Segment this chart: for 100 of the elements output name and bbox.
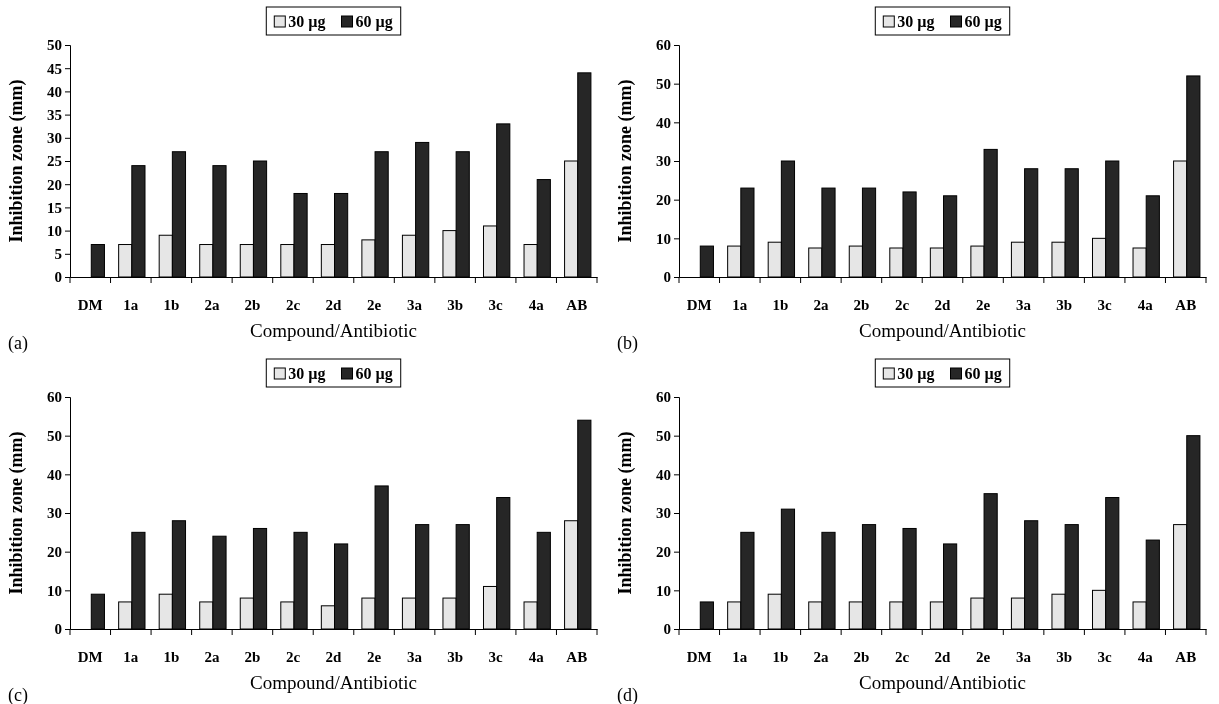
y-tick-label: 30 [47, 130, 62, 147]
x-tick-label: 2c [285, 296, 301, 313]
x-tick-label: 1b [772, 296, 789, 313]
y-axis-title: Inhibition zone (mm) [6, 431, 27, 595]
y-tick-label: 0 [54, 621, 62, 638]
x-tick-label: 3a [1016, 296, 1032, 313]
x-tick-label: 3b [1056, 648, 1073, 665]
y-tick-label: 0 [663, 269, 671, 286]
legend-label: 30 µg [897, 13, 935, 31]
x-tick-label: 2a [204, 648, 220, 665]
y-tick-label: 20 [47, 543, 62, 560]
x-tick-label: AB [566, 296, 588, 313]
legend-label: 30 µg [897, 365, 935, 383]
x-tick-label: 3a [407, 296, 423, 313]
x-tick-label: 2d [934, 648, 952, 665]
x-tick-label: AB [1175, 296, 1197, 313]
y-tick-label: 40 [656, 466, 671, 483]
y-tick-label: 50 [656, 75, 671, 92]
x-tick-label: 4a [1137, 296, 1154, 313]
y-tick-label: 60 [47, 389, 62, 406]
x-tick-label: 3a [407, 648, 423, 665]
x-tick-label: 3b [1056, 296, 1073, 313]
y-tick-label: 40 [47, 83, 62, 100]
text: (d) [617, 685, 638, 704]
x-tick-label: 2c [894, 296, 910, 313]
x-tick-label: 2c [285, 648, 301, 665]
y-tick-label: 35 [47, 106, 62, 123]
legend-label: 60 µg [964, 365, 1002, 383]
x-tick-label: 3c [1097, 296, 1113, 313]
y-tick-label: 10 [656, 582, 671, 599]
x-tick-label: 2d [325, 648, 343, 665]
y-tick-label: 10 [47, 222, 62, 239]
legend-label: 60 µg [355, 365, 393, 383]
y-axis-title: Inhibition zone (mm) [6, 79, 27, 243]
x-tick-label: 3a [1016, 648, 1032, 665]
x-tick-label: 1b [772, 648, 789, 665]
x-tick-label: 2e [366, 296, 382, 313]
y-tick-label: 30 [47, 505, 62, 522]
x-tick-label: 3b [447, 648, 464, 665]
x-axis-title: Compound/Antibiotic [859, 672, 1026, 693]
y-axis-title: Inhibition zone (mm) [615, 431, 636, 595]
x-tick-label: 2b [244, 296, 261, 313]
x-tick-label: AB [1175, 648, 1197, 665]
x-tick-label: DM [686, 296, 712, 313]
x-tick-label: 2a [813, 648, 829, 665]
y-tick-label: 40 [47, 466, 62, 483]
y-tick-label: 20 [656, 543, 671, 560]
y-tick-label: 10 [47, 582, 62, 599]
x-axis-title: Compound/Antibiotic [250, 320, 417, 341]
x-tick-label: 2c [894, 648, 910, 665]
y-tick-label: 0 [54, 269, 62, 286]
legend-label: 30 µg [288, 365, 326, 383]
y-tick-label: 45 [47, 60, 62, 77]
y-axis-title: Inhibition zone (mm) [615, 79, 636, 243]
y-tick-label: 60 [656, 389, 671, 406]
y-tick-label: 50 [47, 427, 62, 444]
legend-label: 60 µg [355, 13, 393, 31]
y-tick-label: 50 [47, 37, 62, 54]
y-tick-label: 30 [656, 505, 671, 522]
x-tick-label: 4a [528, 296, 545, 313]
legend-label: 30 µg [288, 13, 326, 31]
y-tick-label: 40 [656, 114, 671, 131]
y-tick-label: 0 [663, 621, 671, 638]
x-tick-label: 2e [975, 648, 991, 665]
x-axis-title: Compound/Antibiotic [250, 672, 417, 693]
x-tick-label: 2d [325, 296, 343, 313]
x-tick-label: 2b [853, 296, 870, 313]
x-tick-label: 2b [853, 648, 870, 665]
x-tick-label: 2b [244, 648, 261, 665]
y-tick-label: 25 [47, 153, 62, 170]
x-tick-label: 3c [488, 296, 504, 313]
x-tick-label: 1a [123, 296, 139, 313]
text: (b) [617, 333, 638, 354]
y-tick-label: 15 [47, 199, 62, 216]
y-tick-label: 60 [656, 37, 671, 54]
x-tick-label: 3c [488, 648, 504, 665]
y-tick-label: 5 [54, 246, 62, 263]
y-tick-label: 30 [656, 153, 671, 170]
text: (a) [8, 333, 28, 354]
x-tick-label: DM [77, 296, 103, 313]
y-tick-label: 50 [656, 427, 671, 444]
x-tick-label: 2e [366, 648, 382, 665]
x-tick-label: 1a [732, 296, 748, 313]
x-tick-label: 4a [528, 648, 545, 665]
x-tick-label: 3c [1097, 648, 1113, 665]
y-tick-label: 10 [656, 230, 671, 247]
x-tick-label: 1b [163, 648, 180, 665]
x-tick-label: 3b [447, 296, 464, 313]
x-tick-label: 2a [813, 296, 829, 313]
x-tick-label: 4a [1137, 648, 1154, 665]
x-tick-label: 2a [204, 296, 220, 313]
legend-label: 60 µg [964, 13, 1002, 31]
text: (c) [8, 685, 28, 704]
y-tick-label: 20 [656, 191, 671, 208]
x-tick-label: DM [77, 648, 103, 665]
x-tick-label: 1a [123, 648, 139, 665]
x-tick-label: 1b [163, 296, 180, 313]
x-tick-label: 2e [975, 296, 991, 313]
x-tick-label: DM [686, 648, 712, 665]
x-tick-label: 1a [732, 648, 748, 665]
